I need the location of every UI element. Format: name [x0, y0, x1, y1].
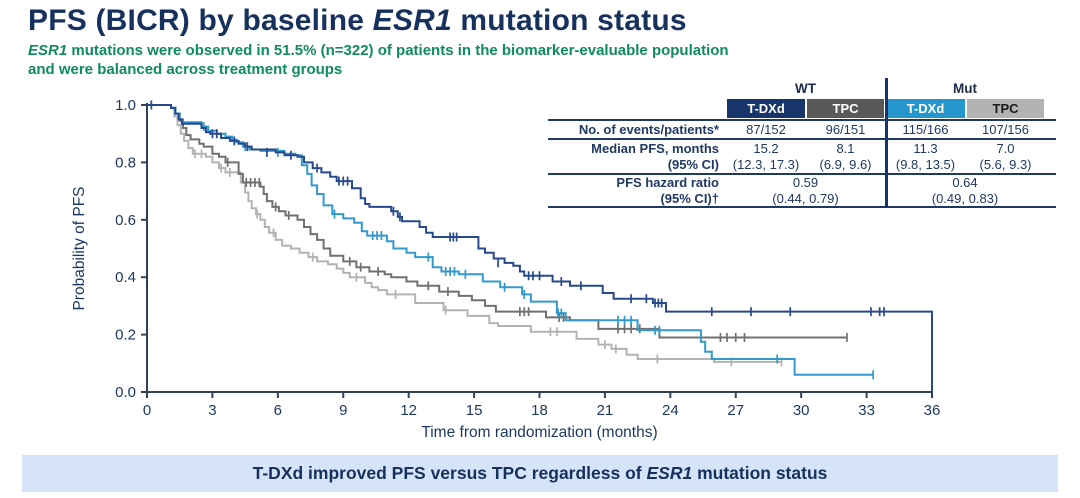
- hr-value: 0.64: [952, 175, 978, 190]
- subtitle-line1-text: mutations were observed in 51.5% (n=322)…: [67, 42, 729, 59]
- x-tick-label: 9: [339, 402, 347, 419]
- y-tick-label: 0.2: [115, 327, 136, 344]
- events-mut-tdxd: 115/166: [902, 121, 949, 137]
- hr-label-line1: PFS hazard ratio: [616, 175, 719, 190]
- results-table: WT Mut T-DXd TPC T-DXd TPC No. of events…: [548, 78, 1056, 208]
- median-ci: (5.6, 9.3): [979, 156, 1032, 172]
- y-axis-title: Probability of PFS: [71, 186, 88, 310]
- x-tick-label: 27: [727, 402, 744, 419]
- x-axis-title: Time from randomization (months): [421, 424, 657, 441]
- subtitle-gene: ESR1: [28, 42, 68, 59]
- median-mut-tpc: 7.0 (5.6, 9.3): [966, 141, 1045, 172]
- page-title-suffix: mutation status: [451, 4, 687, 37]
- events-wt-tpc: 96/151: [825, 121, 866, 137]
- km-curve-mut-tpc: [147, 104, 782, 363]
- x-tick-label: 3: [208, 402, 216, 419]
- km-curve-wt-tpc: [147, 104, 847, 339]
- median-wt-tpc: 8.1 (6.9, 9.6): [806, 141, 885, 172]
- y-tick-label: 0.6: [115, 212, 136, 229]
- page-title-gene: ESR1: [372, 4, 452, 37]
- events-wt-tdxd: 87/152: [746, 121, 786, 137]
- x-tick-label: 0: [143, 402, 151, 419]
- y-tick-label: 0.4: [115, 269, 136, 286]
- hr-wt: 0.59 (0.44, 0.79): [726, 175, 885, 206]
- hr-ci: (0.49, 0.83): [931, 190, 999, 206]
- group-header-mut: Mut: [953, 80, 977, 96]
- arm-header-wt-tdxd: T-DXd: [727, 99, 805, 118]
- median-wt-tdxd: 15.2 (12.3, 17.3): [726, 141, 806, 172]
- table-group-header-row: WT Mut: [548, 78, 1056, 98]
- subtitle-line1: ESR1 mutations were observed in 51.5% (n…: [28, 41, 729, 60]
- table-row-events: No. of events/patients* 87/152 96/151 11…: [548, 119, 1056, 140]
- hr-ci: (0.44, 0.79): [772, 190, 839, 206]
- conclusion-banner: T-DXd improved PFS versus TPC regardless…: [22, 455, 1058, 492]
- table-row-hazard-ratio: PFS hazard ratio (95% CI)† 0.59 (0.44, 0…: [548, 175, 1056, 208]
- x-tick-label: 6: [274, 402, 282, 419]
- hr-value: 0.59: [792, 175, 819, 190]
- subtitle-line2: and were balanced across treatment group…: [28, 61, 343, 78]
- arm-header-mut-tpc: TPC: [967, 99, 1044, 118]
- conclusion-banner-text: T-DXd improved PFS versus TPC regardless…: [253, 463, 828, 484]
- median-label-line1: Median PFS, months: [591, 141, 719, 156]
- median-ci: (9.8, 13.5): [895, 156, 956, 172]
- y-tick-label: 0.0: [115, 384, 136, 401]
- wt-mut-divider: [885, 78, 888, 208]
- x-tick-label: 21: [597, 402, 614, 419]
- median-mut-tdxd: 11.3 (9.8, 13.5): [885, 141, 966, 172]
- x-tick-label: 36: [924, 402, 941, 419]
- arm-header-wt-tpc: TPC: [807, 99, 884, 118]
- median-ci: (6.9, 9.6): [819, 156, 872, 172]
- table-row-median-pfs: Median PFS, months (95% CI) 15.2 (12.3, …: [548, 140, 1056, 175]
- median-value: 15.2: [753, 141, 779, 156]
- x-tick-label: 12: [400, 402, 417, 419]
- hr-label-line2: (95% CI)†: [660, 190, 719, 206]
- median-ci: (12.3, 17.3): [732, 156, 800, 172]
- hr-row-label: PFS hazard ratio (95% CI)†: [548, 175, 726, 206]
- events-row-label: No. of events/patients*: [578, 121, 719, 137]
- median-value: 8.1: [836, 141, 855, 156]
- group-header-wt: WT: [795, 80, 816, 96]
- page-title-prefix: PFS (BICR) by baseline: [28, 4, 373, 37]
- x-tick-label: 30: [793, 402, 810, 419]
- median-value: 7.0: [996, 141, 1015, 156]
- median-label-line2: (95% CI): [667, 156, 719, 172]
- table-arm-header-row: T-DXd TPC T-DXd TPC: [548, 98, 1056, 119]
- y-tick-label: 0.8: [115, 154, 136, 171]
- subtitle: ESR1 mutations were observed in 51.5% (n…: [28, 41, 729, 79]
- x-tick-label: 24: [662, 402, 679, 419]
- banner-suffix: mutation status: [692, 463, 828, 483]
- events-mut-tpc: 107/156: [982, 121, 1029, 137]
- arm-header-mut-tdxd: T-DXd: [886, 99, 965, 118]
- banner-prefix: T-DXd improved PFS versus TPC regardless…: [252, 463, 647, 483]
- hr-mut: 0.64 (0.49, 0.83): [885, 175, 1045, 206]
- median-value: 11.3: [913, 141, 938, 156]
- median-row-label: Median PFS, months (95% CI): [548, 141, 726, 172]
- x-tick-label: 18: [531, 402, 548, 419]
- x-tick-label: 15: [466, 402, 483, 419]
- y-tick-label: 1.0: [115, 97, 136, 114]
- banner-gene: ESR1: [646, 463, 693, 483]
- x-tick-label: 33: [858, 402, 875, 419]
- page-title: PFS (BICR) by baseline ESR1 mutation sta…: [28, 4, 687, 38]
